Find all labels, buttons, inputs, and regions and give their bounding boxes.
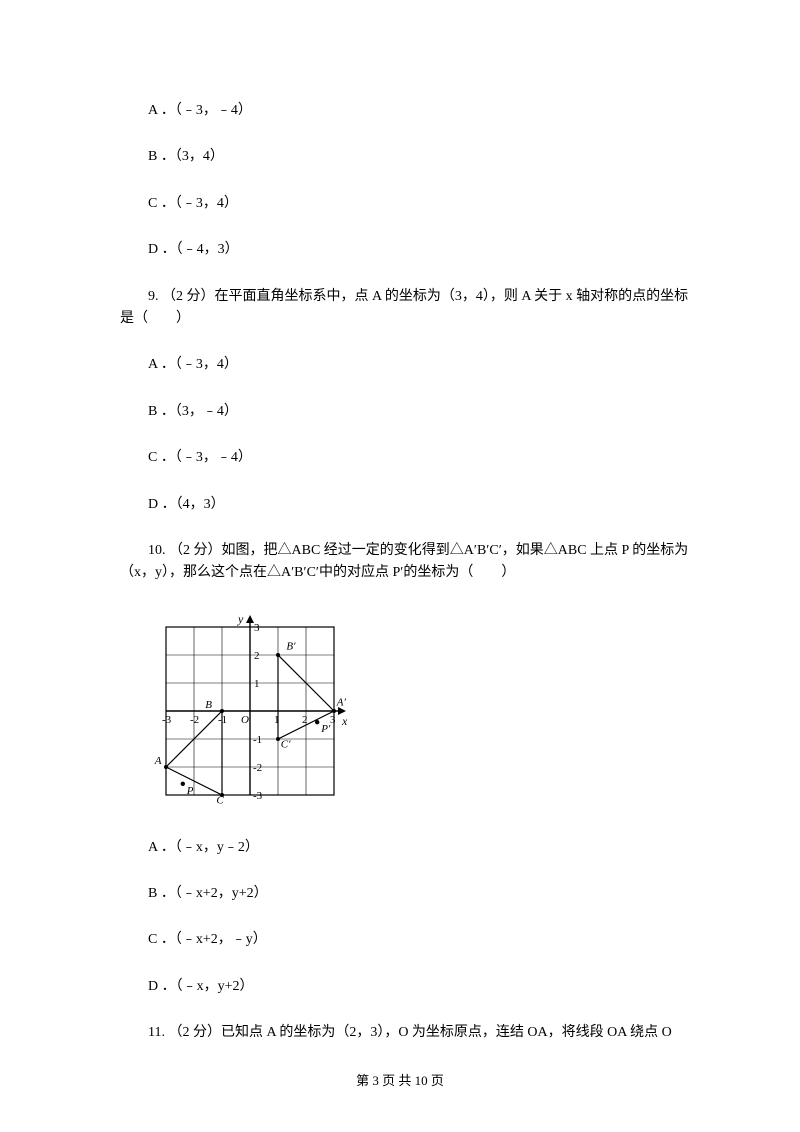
svg-text:-2: -2 xyxy=(190,714,199,726)
svg-text:1: 1 xyxy=(254,678,260,690)
q9-option-d: D ．（4，3） xyxy=(148,494,700,516)
q8-option-c: C ．（﹣3，4） xyxy=(148,193,700,215)
q10-stem: 10. （2 分）如图，把△ABC 经过一定的变化得到△A′B′C′，如果△AB… xyxy=(120,540,700,585)
svg-text:A′: A′ xyxy=(336,696,347,708)
svg-text:-1: -1 xyxy=(253,734,262,746)
svg-text:3: 3 xyxy=(330,714,336,726)
svg-text:1: 1 xyxy=(274,714,280,726)
svg-text:O: O xyxy=(241,714,249,726)
svg-text:C: C xyxy=(216,794,224,806)
q9-option-a: A ．（﹣3，4） xyxy=(148,354,700,376)
coordinate-grid: -3-2-1O123123-1-2-3xyABCA′B′C′PP′ xyxy=(148,609,352,813)
q10-option-c: C ．（﹣x+2，﹣y） xyxy=(148,929,700,951)
svg-text:P: P xyxy=(186,784,194,796)
q10-option-d: D ．（﹣x，y+2） xyxy=(148,976,700,998)
svg-text:A: A xyxy=(154,755,162,767)
page-footer: 第 3 页 共 10 页 xyxy=(0,1071,800,1092)
q9-option-c: C ．（﹣3，﹣4） xyxy=(148,447,700,469)
svg-text:3: 3 xyxy=(254,622,260,634)
q8-option-d: D ．（﹣4，3） xyxy=(148,239,700,261)
svg-text:P′: P′ xyxy=(320,723,331,735)
q8-option-a: A ．（﹣3，﹣4） xyxy=(148,100,700,122)
svg-text:B′: B′ xyxy=(286,640,296,652)
svg-text:-3: -3 xyxy=(253,790,263,802)
svg-text:-3: -3 xyxy=(162,714,172,726)
q9-option-b: B ．（3，﹣4） xyxy=(148,401,700,423)
q10-option-b: B ．（﹣x+2，y+2） xyxy=(148,883,700,905)
svg-text:y: y xyxy=(237,612,244,626)
svg-text:2: 2 xyxy=(254,650,260,662)
q9-stem: 9. （2 分）在平面直角坐标系中，点 A 的坐标为（3，4），则 A 关于 x… xyxy=(120,286,700,331)
svg-text:x: x xyxy=(341,714,348,728)
svg-text:C′: C′ xyxy=(281,738,291,750)
q11-stem: 11. （2 分）已知点 A 的坐标为（2，3），O 为坐标原点，连结 OA，将… xyxy=(120,1022,700,1044)
svg-text:B: B xyxy=(205,699,212,711)
svg-text:-2: -2 xyxy=(253,762,262,774)
q8-option-b: B ．（3，4） xyxy=(148,146,700,168)
q10-figure: -3-2-1O123123-1-2-3xyABCA′B′C′PP′ xyxy=(148,609,700,813)
q10-option-a: A ．（﹣x，y﹣2） xyxy=(148,837,700,859)
